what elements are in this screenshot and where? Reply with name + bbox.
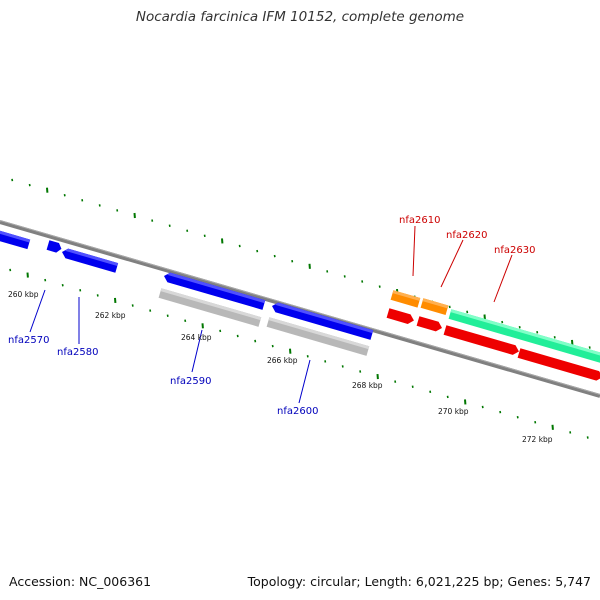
feature-blue-2[interactable] (46, 240, 63, 254)
leader-line-nfa2610 (412, 225, 416, 277)
feature-gray-1[interactable] (158, 288, 262, 327)
tick-marks-lower (9, 268, 589, 439)
gene-label-nfa2590[interactable]: nfa2590 (170, 376, 211, 387)
feature-blue-5[interactable] (271, 301, 374, 340)
leader-line-nfa2630 (493, 254, 513, 303)
gene-label-nfa2630[interactable]: nfa2630 (494, 245, 535, 256)
map-title: Nocardia farcinica IFM 10152, complete g… (135, 9, 465, 25)
kbp-label-262: 262 kbp (95, 311, 126, 320)
accession-text: Accession: NC_006361 (9, 574, 152, 589)
gene-label-nfa2600[interactable]: nfa2600 (277, 406, 318, 417)
gene-label-nfa2570[interactable]: nfa2570 (8, 335, 49, 346)
kbp-label-270: 270 kbp (438, 407, 469, 416)
feature-gray-2[interactable] (266, 317, 370, 356)
leader-line-nfa2620 (440, 239, 464, 288)
gene-label-nfa2610[interactable]: nfa2610 (399, 215, 440, 226)
feature-red-2[interactable] (416, 316, 444, 333)
feature-red-4[interactable] (517, 348, 600, 382)
leader-line-nfa2570 (29, 289, 46, 333)
kbp-label-268: 268 kbp (352, 381, 383, 390)
kbp-label-264: 264 kbp (181, 333, 212, 342)
kbp-label-272: 272 kbp (522, 435, 553, 444)
feature-orange-1[interactable] (390, 290, 421, 308)
feature-orange-2[interactable] (420, 298, 449, 316)
kbp-label-266: 266 kbp (267, 356, 298, 365)
leader-line-nfa2590 (191, 329, 203, 373)
feature-red-1[interactable] (386, 308, 416, 325)
feature-blue-4[interactable] (163, 271, 266, 310)
feature-blue-1[interactable] (0, 230, 31, 250)
leader-line-nfa2600 (298, 359, 311, 404)
gene-label-nfa2620[interactable]: nfa2620 (446, 230, 487, 241)
kbp-label-260: 260 kbp (8, 290, 39, 299)
feature-blue-3[interactable] (61, 247, 119, 273)
genome-backbone-highlight (0, 220, 600, 395)
feature-red-3[interactable] (443, 325, 521, 356)
feature-green-1[interactable] (448, 309, 600, 367)
gene-label-nfa2580[interactable]: nfa2580 (57, 347, 98, 358)
genome-summary-text: Topology: circular; Length: 6,021,225 bp… (247, 574, 591, 589)
